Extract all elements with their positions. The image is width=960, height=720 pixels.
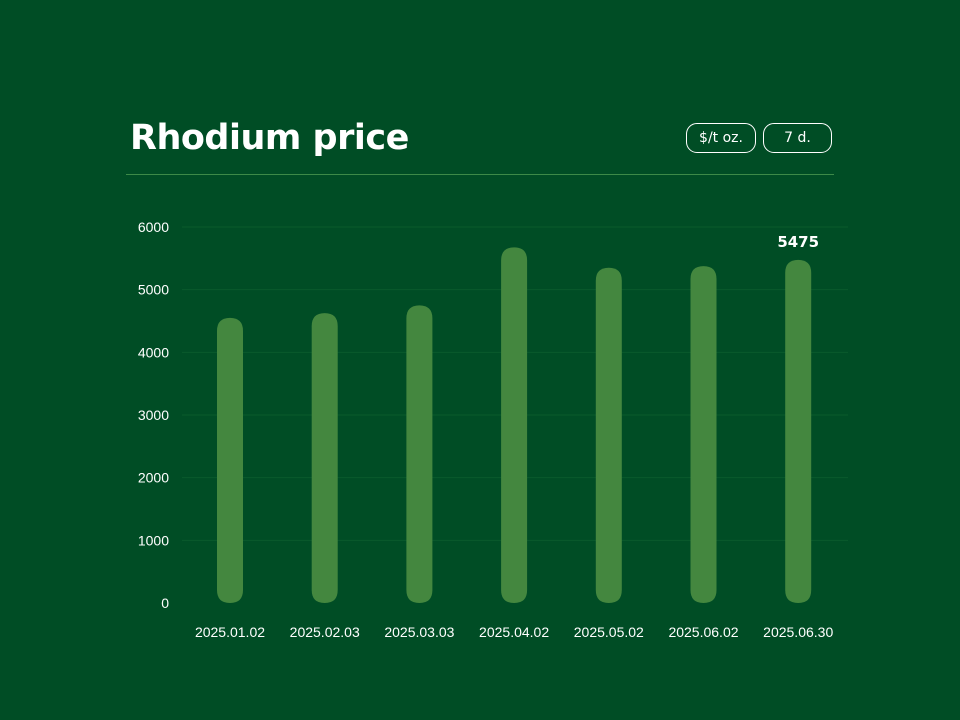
y-tick-label: 1000 bbox=[138, 532, 169, 548]
chart-title: Rhodium price bbox=[130, 118, 409, 158]
bar-2025.04.02 bbox=[501, 247, 528, 603]
data-labels: 5475 bbox=[777, 233, 819, 251]
header-divider bbox=[126, 174, 834, 175]
x-tick-label: 2025.06.02 bbox=[668, 624, 738, 640]
y-axis-ticks: 0 1000 2000 3000 4000 5000 6000 bbox=[138, 219, 169, 611]
y-tick-label: 5000 bbox=[138, 282, 169, 298]
x-tick-label: 2025.05.02 bbox=[574, 624, 644, 640]
bar-2025.03.03 bbox=[406, 305, 433, 603]
x-tick-label: 2025.01.02 bbox=[195, 624, 265, 640]
last-value-label: 5475 bbox=[777, 233, 819, 251]
y-tick-label: 3000 bbox=[138, 407, 169, 423]
y-tick-label: 0 bbox=[161, 595, 169, 611]
y-tick-label: 2000 bbox=[138, 470, 169, 486]
x-tick-label: 2025.02.03 bbox=[290, 624, 360, 640]
x-tick-label: 2025.03.03 bbox=[384, 624, 454, 640]
x-tick-label: 2025.06.30 bbox=[763, 624, 833, 640]
bars bbox=[217, 247, 812, 603]
bar-2025.05.02 bbox=[595, 267, 622, 603]
bar-2025.02.03 bbox=[311, 313, 338, 603]
bar-2025.06.02 bbox=[690, 266, 717, 603]
y-tick-label: 6000 bbox=[138, 219, 169, 235]
unit-toggle-button[interactable]: $/t oz. bbox=[686, 123, 756, 153]
range-toggle-button[interactable]: 7 d. bbox=[763, 123, 832, 153]
y-tick-label: 4000 bbox=[138, 344, 169, 360]
bar-2025.01.02 bbox=[217, 317, 243, 603]
x-tick-label: 2025.04.02 bbox=[479, 624, 549, 640]
x-axis-ticks: 2025.01.02 2025.02.03 2025.03.03 2025.04.02… bbox=[195, 624, 833, 640]
bar-2025.06.30 bbox=[785, 259, 812, 603]
